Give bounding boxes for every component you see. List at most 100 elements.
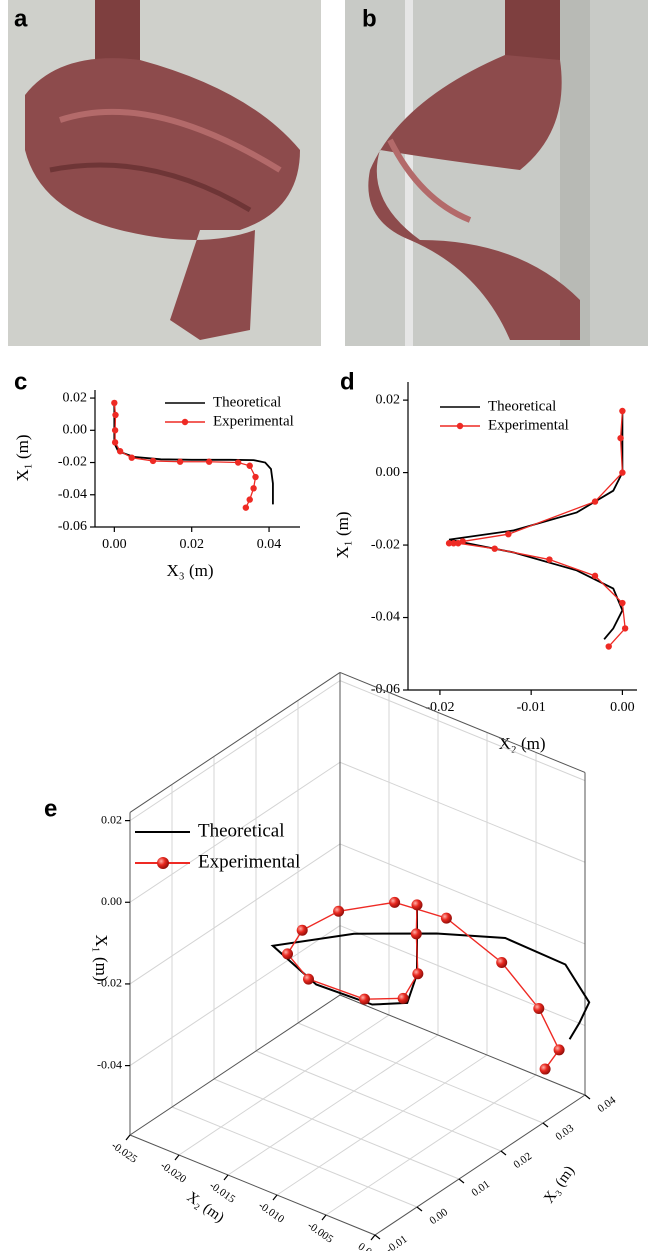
x-tick-label: 0.02 xyxy=(179,537,204,552)
grid-line xyxy=(129,925,341,1067)
legend-marker xyxy=(157,857,169,869)
series-line xyxy=(270,904,591,1040)
x-tick-label: 0.00 xyxy=(610,700,635,715)
y-tick-label: -0.02 xyxy=(58,455,87,470)
y-tick-label: 0.03 xyxy=(553,1122,576,1143)
grid-line xyxy=(297,1022,544,1124)
x-tick-label: -0.01 xyxy=(517,700,546,715)
data-point xyxy=(234,459,242,466)
data-point xyxy=(546,556,553,563)
data-point xyxy=(411,899,423,911)
z-tick-label: -0.04 xyxy=(97,1057,122,1071)
data-point xyxy=(412,968,424,980)
x-tick-label: -0.02 xyxy=(425,700,454,715)
y-axis-label: X₃ (m) xyxy=(541,1163,578,1206)
grid-line xyxy=(325,1074,537,1216)
grid-line xyxy=(171,1106,418,1208)
box-edge xyxy=(339,994,586,1096)
legend-label: Theoretical xyxy=(213,394,281,410)
data-point xyxy=(553,1044,565,1056)
data-point xyxy=(389,896,401,908)
z-tick-label: 0.00 xyxy=(101,894,122,908)
y-axis-label: X₁ (m) xyxy=(13,435,32,482)
data-point xyxy=(410,928,422,940)
data-point xyxy=(619,407,626,415)
y-tick xyxy=(542,1122,549,1128)
box-edge xyxy=(374,1094,586,1236)
y-tick-label: -0.02 xyxy=(371,537,400,552)
y-tick-label: 0.01 xyxy=(469,1178,492,1199)
y-tick-label: 0.00 xyxy=(63,423,88,438)
x-tick-label: 0.00 xyxy=(102,537,127,552)
data-point xyxy=(246,462,253,469)
data-point xyxy=(242,504,250,511)
y-tick-label: 0.02 xyxy=(63,390,88,405)
y-tick-label: 0.02 xyxy=(511,1150,534,1171)
grid-line xyxy=(339,843,586,945)
x-tick-label: -0.020 xyxy=(158,1160,189,1186)
photo-b xyxy=(345,0,648,346)
panel-label: b xyxy=(362,5,377,32)
grid-line xyxy=(129,680,341,822)
legend-label: Experimental xyxy=(488,417,569,433)
box-edge xyxy=(129,1134,376,1236)
x-axis-label: X₃ (m) xyxy=(167,561,214,580)
data-point xyxy=(454,540,462,547)
x-tick xyxy=(223,1174,229,1181)
data-point xyxy=(111,399,118,407)
x-tick-label: 0.04 xyxy=(257,537,282,552)
grid-line xyxy=(227,1034,439,1176)
data-point xyxy=(333,905,345,917)
data-point xyxy=(149,457,157,465)
legend-label: Experimental xyxy=(198,851,300,872)
data-point xyxy=(539,1063,551,1075)
x-tick xyxy=(321,1214,327,1221)
data-point xyxy=(359,993,370,1005)
data-point xyxy=(176,458,184,465)
y-tick-label: 0.00 xyxy=(427,1206,450,1227)
grid-line xyxy=(276,1054,488,1196)
y-tick-label: -0.04 xyxy=(58,487,87,502)
x-tick-label: -0.010 xyxy=(256,1200,287,1226)
y-tick xyxy=(458,1178,465,1184)
y-tick-label: -0.01 xyxy=(384,1233,410,1251)
data-point xyxy=(533,1002,545,1014)
data-point xyxy=(591,498,599,505)
box-edge xyxy=(129,672,341,813)
data-point xyxy=(111,427,119,434)
panel-label: e xyxy=(44,795,57,822)
grid-line xyxy=(339,761,586,863)
series-line xyxy=(286,901,560,1070)
data-point xyxy=(246,496,253,503)
data-point xyxy=(605,643,612,650)
x-tick-label: -0.025 xyxy=(109,1140,140,1166)
z-axis-label: X₁ (m) xyxy=(92,935,111,982)
grid-line xyxy=(213,1078,460,1180)
panel-label: a xyxy=(14,5,28,32)
x-tick-label: 0.000 xyxy=(356,1241,384,1251)
legend-label: Experimental xyxy=(213,413,294,429)
y-tick xyxy=(416,1206,423,1212)
y-tick-label: 0.04 xyxy=(595,1094,618,1115)
legend-marker xyxy=(456,422,464,430)
legend-label: Theoretical xyxy=(198,820,285,841)
data-point xyxy=(296,924,308,936)
y-tick-label: -0.04 xyxy=(371,610,400,625)
grid-line xyxy=(129,761,341,903)
data-point xyxy=(111,439,119,446)
x-axis-label: X₂ (m) xyxy=(499,734,546,753)
z-tick-label: -0.02 xyxy=(97,976,122,990)
series-line xyxy=(448,410,624,640)
y-tick xyxy=(374,1234,381,1240)
data-point xyxy=(619,469,626,476)
y-axis-label: X₁ (m) xyxy=(333,512,352,559)
data-point xyxy=(505,530,512,538)
series-line xyxy=(449,410,626,647)
data-point xyxy=(397,992,409,1004)
data-point xyxy=(303,973,314,985)
data-point xyxy=(205,458,213,465)
box-edge xyxy=(339,671,586,773)
grid-line xyxy=(255,1050,502,1152)
data-point xyxy=(128,454,135,461)
